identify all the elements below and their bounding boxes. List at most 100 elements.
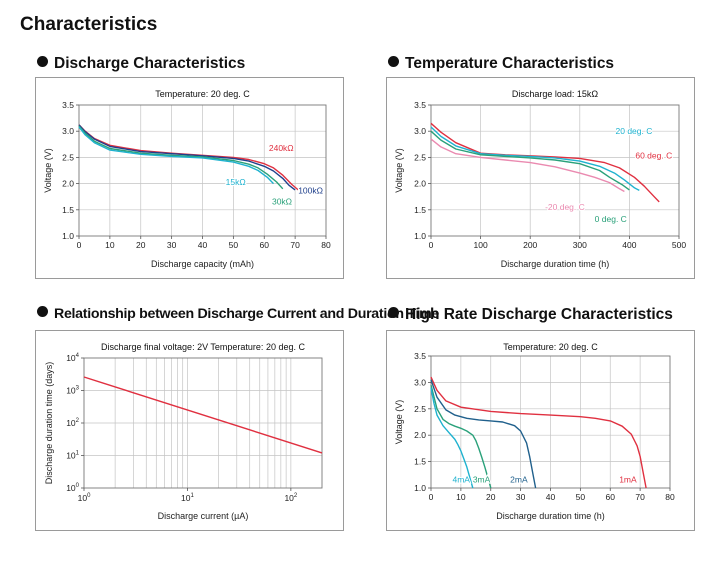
series-line-100k- <box>78 124 296 191</box>
panel-temperature: Discharge load: 15kΩ 0 100 200 300 400 500 1.0 1… <box>386 77 695 279</box>
section-title-temperature: Temperature Characteristics <box>405 55 615 72</box>
series-line-30k- <box>78 125 284 190</box>
y-axis-label: Voltage (V) <box>394 400 404 445</box>
x-tick-label: 10 <box>105 240 115 250</box>
y-tick-label: 1.5 <box>62 205 74 215</box>
y-tick-label: 2.5 <box>414 152 426 162</box>
x-tick-label: 80 <box>321 240 331 250</box>
x-tick-label: 50 <box>576 492 586 502</box>
series-line--20-deg-c <box>430 138 625 193</box>
x-tick-label: 70 <box>290 240 300 250</box>
x-tick-label: 20 <box>136 240 146 250</box>
chart-subtitle: Temperature: 20 deg. C <box>155 89 250 99</box>
x-tick-label: 500 <box>672 240 686 250</box>
series-label: 2mA <box>510 475 528 485</box>
series-label: 0 deg. C <box>595 214 627 224</box>
x-tick-label: 101 <box>181 493 194 503</box>
series-line-4ma <box>430 387 474 489</box>
x-tick-label: 100 <box>78 493 91 503</box>
y-tick-label: 1.5 <box>414 457 426 467</box>
y-tick-label: 2.0 <box>414 430 426 440</box>
panel-current: Discharge final voltage: 2V Temperature:… <box>35 330 344 531</box>
x-tick-label: 60 <box>606 492 616 502</box>
y-tick-label: 100 <box>66 483 79 493</box>
y-tick-label: 1.5 <box>414 205 426 215</box>
section-title-highrate: High Rate Discharge Characteristics <box>405 306 673 323</box>
page-title: Characteristics <box>20 14 158 35</box>
x-axis-label: Discharge capacity (mAh) <box>151 259 254 269</box>
series-label: 15kΩ <box>226 177 246 187</box>
y-tick-label: 1.0 <box>414 231 426 241</box>
chart-highrate: Temperature: 20 deg. C 0 10 20 30 40 50 60 70 80 1… <box>394 342 675 521</box>
bullet-icon <box>388 56 399 67</box>
series-line-discharge-duration <box>83 376 323 454</box>
x-tick-label: 0 <box>429 240 434 250</box>
y-tick-label: 2.5 <box>62 152 74 162</box>
y-tick-label: 101 <box>66 451 79 461</box>
bullet-icon <box>37 306 48 317</box>
bullet-icon <box>37 56 48 67</box>
x-tick-label: 400 <box>622 240 636 250</box>
x-tick-label: 20 <box>486 492 496 502</box>
x-tick-label: 50 <box>229 240 239 250</box>
series-label: 100kΩ <box>298 186 323 196</box>
series-label: 3mA <box>473 475 491 485</box>
y-tick-label: 3.0 <box>414 126 426 136</box>
series-label: 240kΩ <box>269 143 294 153</box>
y-tick-label: 2.0 <box>62 179 74 189</box>
section-title-discharge: Discharge Characteristics <box>54 55 246 72</box>
series-label: 30kΩ <box>272 197 292 207</box>
chart-current: Discharge final voltage: 2V Temperature:… <box>44 342 323 521</box>
x-tick-label: 30 <box>516 492 526 502</box>
series-label: -20 deg. C <box>545 202 585 212</box>
y-tick-label: 103 <box>66 386 79 396</box>
y-tick-label: 104 <box>66 353 79 363</box>
x-tick-label: 0 <box>77 240 82 250</box>
series-label: 4mA <box>453 475 471 485</box>
section-title-current: Relationship between Discharge Current a… <box>54 306 439 322</box>
chart-subtitle: Discharge load: 15kΩ <box>512 89 599 99</box>
series-line-20-deg-c <box>430 126 640 192</box>
y-tick-label: 1.0 <box>62 231 74 241</box>
section-current: Relationship between Discharge Current a… <box>37 306 439 322</box>
y-tick-label: 102 <box>66 418 79 428</box>
chart-subtitle: Temperature: 20 deg. C <box>503 342 598 352</box>
x-tick-label: 200 <box>523 240 537 250</box>
x-tick-label: 10 <box>456 492 466 502</box>
section-temperature: Temperature Characteristics <box>388 55 614 73</box>
x-tick-label: 102 <box>284 493 297 503</box>
series-line-1ma <box>430 376 647 489</box>
chart-subtitle: Discharge final voltage: 2V Temperature:… <box>101 342 305 352</box>
panel-discharge: Temperature: 20 deg. C 0 10 20 30 40 50 60 70 80 1… <box>35 77 344 279</box>
x-tick-label: 80 <box>665 492 675 502</box>
x-axis-label: Discharge current (µA) <box>158 511 249 521</box>
y-tick-label: 3.5 <box>62 100 74 110</box>
x-tick-label: 100 <box>474 240 488 250</box>
x-tick-label: 30 <box>167 240 177 250</box>
chart-temperature: Discharge load: 15kΩ 0 100 200 300 400 500 1.0 1… <box>394 89 686 269</box>
series-label: 20 deg. C <box>616 126 653 136</box>
series-label: 1mA <box>619 475 637 485</box>
y-tick-label: 2.5 <box>414 404 426 414</box>
y-tick-label: 3.0 <box>62 126 74 136</box>
plot-frame <box>430 104 680 237</box>
x-tick-label: 300 <box>573 240 587 250</box>
y-axis-label: Voltage (V) <box>394 148 404 193</box>
x-tick-label: 0 <box>429 492 434 502</box>
y-tick-label: 1.0 <box>414 483 426 493</box>
x-tick-label: 40 <box>198 240 208 250</box>
x-axis-label: Discharge duration time (h) <box>496 511 605 521</box>
y-axis-label: Discharge duration time (days) <box>44 362 54 485</box>
chart-discharge: Temperature: 20 deg. C 0 10 20 30 40 50 60 70 80 1… <box>43 89 331 269</box>
x-tick-label: 70 <box>635 492 645 502</box>
series-line-0-deg-c <box>430 130 630 191</box>
section-discharge: Discharge Characteristics <box>37 55 245 73</box>
section-highrate: High Rate Discharge Characteristics <box>388 306 673 324</box>
y-tick-label: 2.0 <box>414 179 426 189</box>
y-tick-label: 3.5 <box>414 100 426 110</box>
x-tick-label: 40 <box>546 492 556 502</box>
y-tick-label: 3.0 <box>414 377 426 387</box>
series-line-3ma <box>430 384 492 489</box>
panel-highrate: Temperature: 20 deg. C 0 10 20 30 40 50 60 70 80 1… <box>386 330 695 531</box>
y-tick-label: 3.5 <box>414 351 426 361</box>
